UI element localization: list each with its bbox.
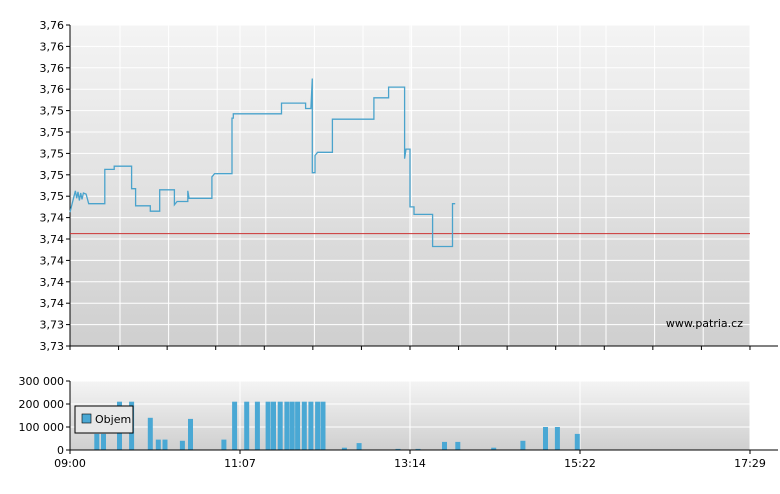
volume-bar: [271, 401, 276, 450]
volume-bar: [442, 441, 447, 450]
price-y-tick-label: 3,75: [40, 105, 65, 118]
volume-bar: [162, 439, 168, 450]
price-y-tick-label: 3,75: [40, 147, 65, 160]
volume-bar: [232, 401, 238, 450]
volume-bar: [543, 427, 548, 450]
x-tick-label: 11:07: [224, 457, 256, 470]
price-y-tick-label: 3,76: [40, 40, 65, 53]
price-y-tick-label: 3,73: [40, 340, 65, 353]
volume-bar: [491, 447, 497, 450]
x-tick-label: 15:22: [564, 457, 596, 470]
volume-bar: [315, 401, 321, 450]
price-y-tick-label: 3,74: [40, 254, 65, 267]
watermark: www.patria.cz: [666, 317, 743, 330]
volume-bar: [295, 401, 301, 450]
price-y-tick-label: 3,75: [40, 126, 65, 139]
volume-bar: [155, 439, 161, 450]
price-y-tick-label: 3,74: [40, 233, 65, 246]
price-y-tick-label: 3,76: [40, 62, 65, 75]
volume-bar: [356, 443, 362, 450]
price-line: [69, 78, 456, 248]
price-y-tick-label: 3,76: [40, 83, 65, 96]
legend-swatch: [81, 413, 92, 424]
price-panel: 3,76 3,76 3,76 3,76 3,75 3,75 3,75 3,75 3,75 3,74…: [40, 19, 778, 353]
x-tick-label: 09:00: [54, 457, 86, 470]
volume-bar: [101, 433, 106, 450]
volume-y-tick-label: 0: [57, 444, 64, 457]
price-y-tick-label: 3,74: [40, 297, 65, 310]
price-y-tick-label: 3,75: [40, 190, 65, 203]
volume-bar: [320, 401, 326, 450]
volume-bar: [244, 401, 250, 450]
price-y-tick-label: 3,75: [40, 169, 65, 182]
legend: Objem: [74, 405, 134, 434]
volume-bar: [94, 433, 100, 450]
volume-bar: [574, 433, 580, 450]
legend-label: Objem: [95, 413, 131, 426]
volume-bar: [277, 401, 283, 450]
volume-y-tick-label: 300 000: [19, 375, 65, 388]
x-tick-label: 13:14: [394, 457, 426, 470]
volume-bar: [289, 401, 295, 450]
volume-bar: [179, 440, 185, 450]
volume-y-tick-label: 100 000: [19, 421, 65, 434]
volume-panel: 300 000 200 000 100 000 009:00 11:07 13:14 15:…: [19, 375, 778, 470]
price-y-tick-label: 3,76: [40, 19, 65, 32]
volume-bar: [308, 401, 314, 450]
volume-bar: [554, 427, 560, 450]
volume-bar: [188, 418, 193, 450]
volume-bar: [301, 401, 307, 450]
price-y-tick-label: 3,74: [40, 276, 65, 289]
volume-bar: [147, 417, 153, 450]
volume-bar: [265, 401, 271, 450]
volume-y-tick-label: 200 000: [19, 398, 65, 411]
volume-bar: [520, 440, 526, 450]
price-y-tick-label: 3,74: [40, 212, 65, 225]
volume-bar: [341, 447, 347, 450]
volume-bar: [395, 448, 401, 450]
volume-bar: [221, 439, 227, 450]
volume-bar: [254, 401, 260, 450]
x-tick-label: 17:29: [734, 457, 766, 470]
price-y-tick-label: 3,73: [40, 319, 65, 332]
volume-bar: [415, 448, 421, 450]
volume-bar: [284, 401, 290, 450]
volume-bar: [455, 441, 461, 450]
